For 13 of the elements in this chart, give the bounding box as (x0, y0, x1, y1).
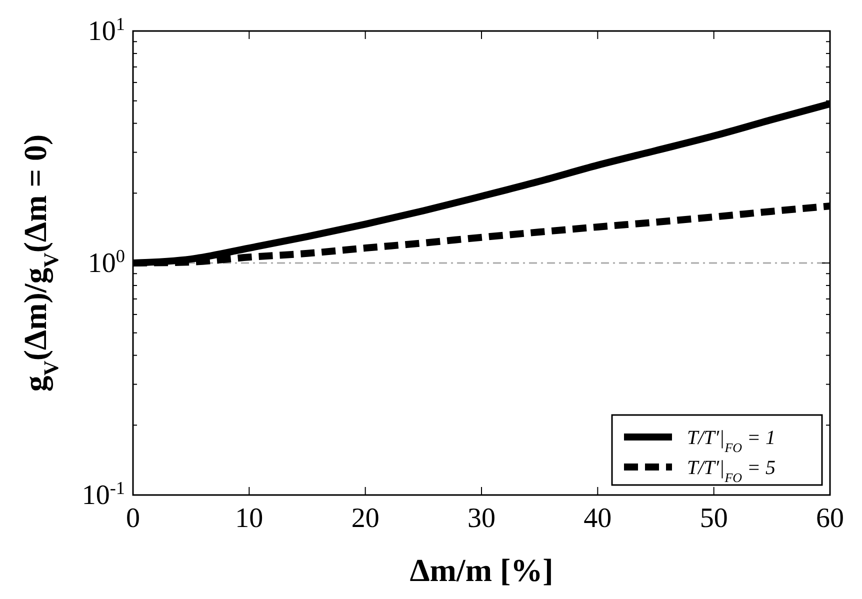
x-tick-label: 10 (235, 503, 264, 534)
x-tick-label: 20 (351, 503, 380, 534)
x-tick-label: 0 (126, 503, 140, 534)
y-tick-label: 10$^{0}$ (88, 246, 125, 279)
y-tick-label: 10$^{1}$ (88, 14, 125, 47)
x-tick-label: 50 (700, 503, 728, 534)
x-tick-label: 60 (816, 503, 844, 534)
x-tick-label: 30 (468, 503, 496, 534)
y-tick-label: 10$^{-1}$ (82, 478, 125, 511)
x-axis-title: Δm/m [%] (410, 552, 554, 588)
legend-label: T/T′|$_{FO}$ = 1 (687, 427, 776, 454)
legend-label: T/T′|$_{FO}$ = 5 (687, 457, 776, 484)
x-tick-label: 40 (584, 503, 612, 534)
